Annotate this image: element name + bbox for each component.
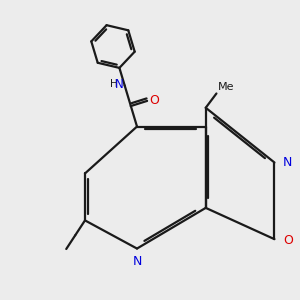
Text: N: N bbox=[132, 255, 142, 268]
Text: N: N bbox=[283, 156, 292, 169]
Text: O: O bbox=[283, 234, 293, 247]
Text: O: O bbox=[149, 94, 159, 107]
Text: H: H bbox=[110, 79, 118, 89]
Text: Me: Me bbox=[218, 82, 234, 92]
Text: N: N bbox=[115, 78, 123, 91]
